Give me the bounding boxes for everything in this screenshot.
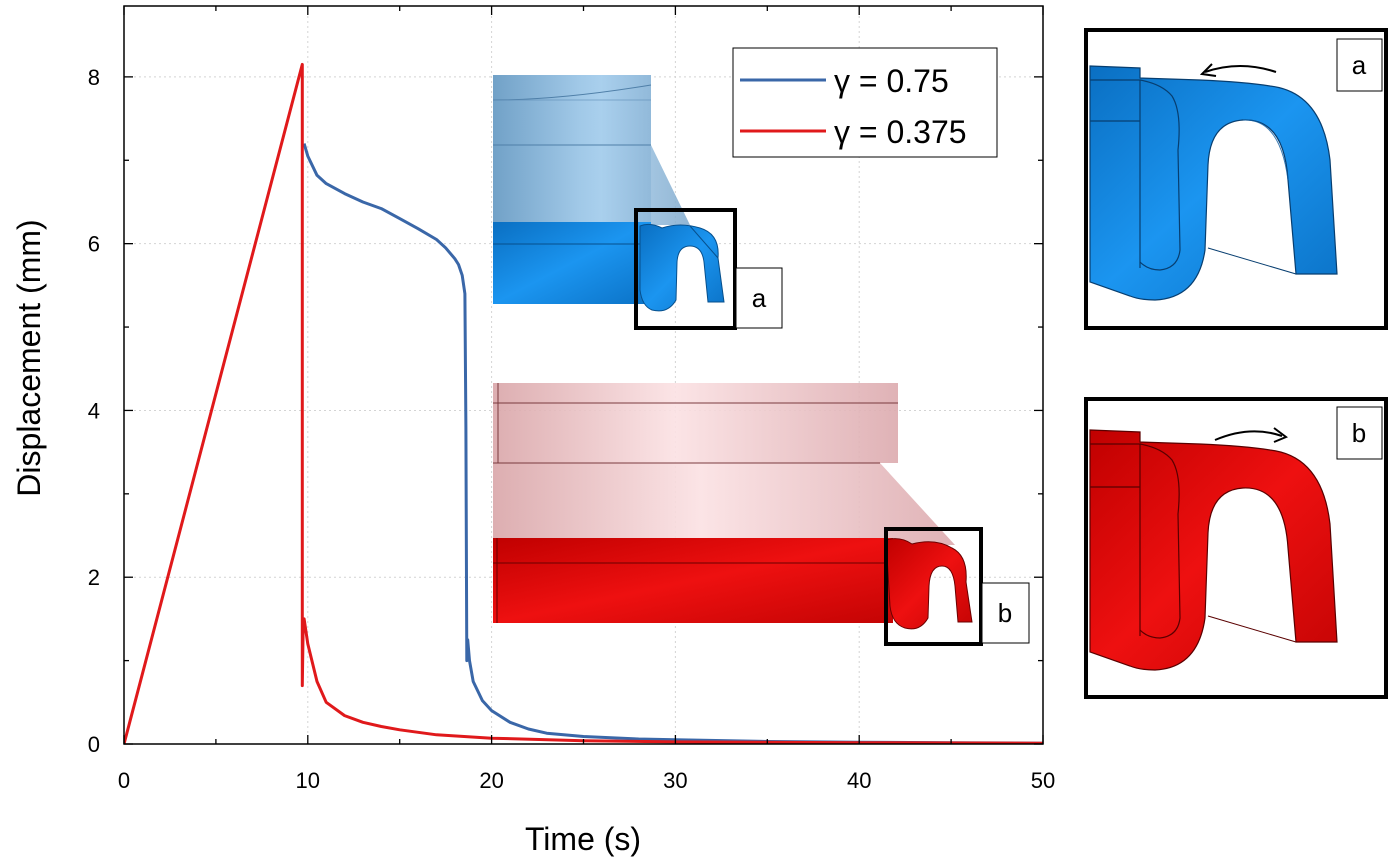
x-tick-label: 20 [479,768,503,793]
side-panel-b: b [1084,397,1388,699]
legend-label-blue: γ = 0.75 [834,63,949,99]
y-tick-label: 2 [88,565,100,590]
side-tag-a-label: a [1352,50,1367,80]
legend-label-red: γ = 0.375 [834,114,967,150]
series-line-gamma-0-75 [302,143,1043,744]
side-tag-b-label: b [1352,418,1366,448]
y-tick-label: 4 [88,398,100,423]
y-axis-title: Displacement (mm) [11,219,47,496]
x-tick-label: 30 [663,768,687,793]
tag-a: a [735,267,783,329]
series-layer [124,62,1043,744]
x-tick-label: 50 [1031,768,1055,793]
highlight-box-a [634,208,737,330]
x-tick-label: 0 [118,768,130,793]
series-line-gamma-0-375 [124,62,1043,744]
tag-b: b [981,582,1030,644]
legend-box [732,47,998,158]
x-tick-label: 40 [847,768,871,793]
side-panel-a: a [1084,28,1388,330]
legend: γ = 0.75 γ = 0.375 [732,47,998,158]
inset-model-blue [492,75,725,312]
axis-ticks: 0 10 20 30 40 50 0 2 4 6 8 [88,6,1055,793]
tag-b-label: b [998,598,1012,628]
y-tick-label: 6 [88,232,100,257]
inset-model-red [493,383,973,630]
tag-a-label: a [752,283,767,313]
y-tick-label: 8 [88,65,100,90]
y-tick-label: 0 [88,732,100,757]
highlight-box-b [884,527,983,646]
x-tick-label: 10 [296,768,320,793]
x-axis-title: Time (s) [525,821,641,857]
